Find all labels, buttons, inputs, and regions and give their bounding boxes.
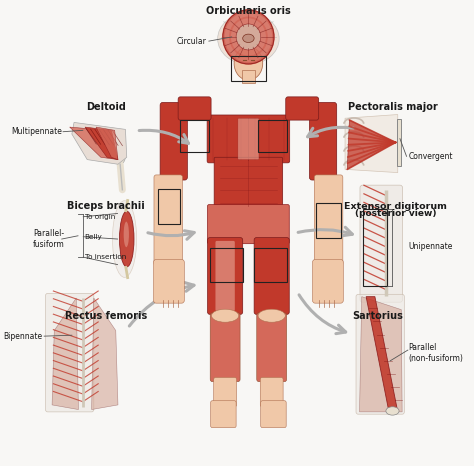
FancyBboxPatch shape [312, 260, 343, 303]
Text: Parallel
(non-fusiform): Parallel (non-fusiform) [409, 343, 464, 363]
Text: To insertion: To insertion [84, 254, 126, 260]
FancyBboxPatch shape [154, 260, 184, 303]
FancyBboxPatch shape [356, 295, 404, 414]
FancyBboxPatch shape [210, 313, 240, 382]
FancyBboxPatch shape [260, 377, 283, 407]
Text: Belly: Belly [84, 234, 102, 240]
Text: Deltoid: Deltoid [86, 102, 126, 112]
Polygon shape [366, 297, 398, 412]
Bar [254, 248, 287, 282]
Circle shape [223, 10, 274, 64]
Ellipse shape [218, 13, 279, 64]
FancyBboxPatch shape [154, 175, 182, 266]
Text: (posterior view): (posterior view) [355, 209, 436, 218]
Polygon shape [345, 115, 398, 172]
Polygon shape [52, 298, 78, 410]
Bar [231, 55, 266, 81]
Polygon shape [360, 297, 402, 412]
Text: Orbicularis oris: Orbicularis oris [206, 6, 291, 16]
FancyBboxPatch shape [214, 377, 237, 407]
Ellipse shape [115, 146, 126, 164]
Polygon shape [91, 298, 118, 410]
Bar [363, 209, 387, 286]
Circle shape [236, 24, 261, 50]
Text: Unipennate: Unipennate [408, 241, 453, 251]
Ellipse shape [211, 309, 239, 322]
FancyBboxPatch shape [360, 185, 402, 302]
Ellipse shape [386, 407, 399, 415]
Ellipse shape [258, 309, 285, 322]
Ellipse shape [119, 211, 134, 267]
FancyBboxPatch shape [314, 175, 343, 266]
FancyBboxPatch shape [208, 205, 289, 244]
Bar [180, 120, 209, 152]
Text: Parallel-
fusiform: Parallel- fusiform [33, 229, 65, 249]
FancyBboxPatch shape [216, 241, 235, 311]
Polygon shape [72, 123, 127, 164]
Bar [258, 120, 287, 152]
Polygon shape [70, 127, 118, 159]
Text: Circular: Circular [177, 37, 207, 46]
FancyBboxPatch shape [238, 118, 259, 159]
FancyBboxPatch shape [210, 401, 236, 428]
FancyBboxPatch shape [207, 115, 290, 163]
FancyBboxPatch shape [46, 294, 94, 412]
Bar [397, 119, 401, 165]
Ellipse shape [234, 47, 263, 80]
Text: To origin: To origin [84, 214, 115, 220]
FancyBboxPatch shape [261, 401, 286, 428]
Polygon shape [96, 127, 118, 159]
Text: Biceps brachii: Biceps brachii [67, 201, 145, 211]
Bar [158, 189, 180, 224]
Text: Convergent: Convergent [409, 152, 453, 161]
Bar [317, 203, 341, 238]
Ellipse shape [124, 222, 129, 247]
FancyBboxPatch shape [208, 238, 243, 314]
FancyBboxPatch shape [160, 103, 187, 180]
FancyBboxPatch shape [286, 97, 319, 120]
Text: Bipennate: Bipennate [3, 332, 42, 341]
Text: Sartorius: Sartorius [353, 311, 403, 321]
FancyBboxPatch shape [257, 313, 287, 382]
Bar [210, 248, 243, 282]
FancyBboxPatch shape [310, 103, 337, 180]
FancyBboxPatch shape [214, 157, 283, 209]
FancyBboxPatch shape [178, 97, 211, 120]
FancyBboxPatch shape [242, 70, 255, 83]
Text: Multipennate: Multipennate [11, 127, 62, 136]
Text: Rectus femoris: Rectus femoris [64, 311, 147, 321]
Text: Extensor digitorum: Extensor digitorum [344, 202, 447, 211]
Ellipse shape [243, 34, 254, 42]
Polygon shape [347, 120, 395, 169]
Ellipse shape [112, 201, 137, 277]
Text: Pectoralis major: Pectoralis major [348, 102, 438, 112]
Polygon shape [85, 127, 118, 159]
FancyBboxPatch shape [254, 238, 289, 314]
